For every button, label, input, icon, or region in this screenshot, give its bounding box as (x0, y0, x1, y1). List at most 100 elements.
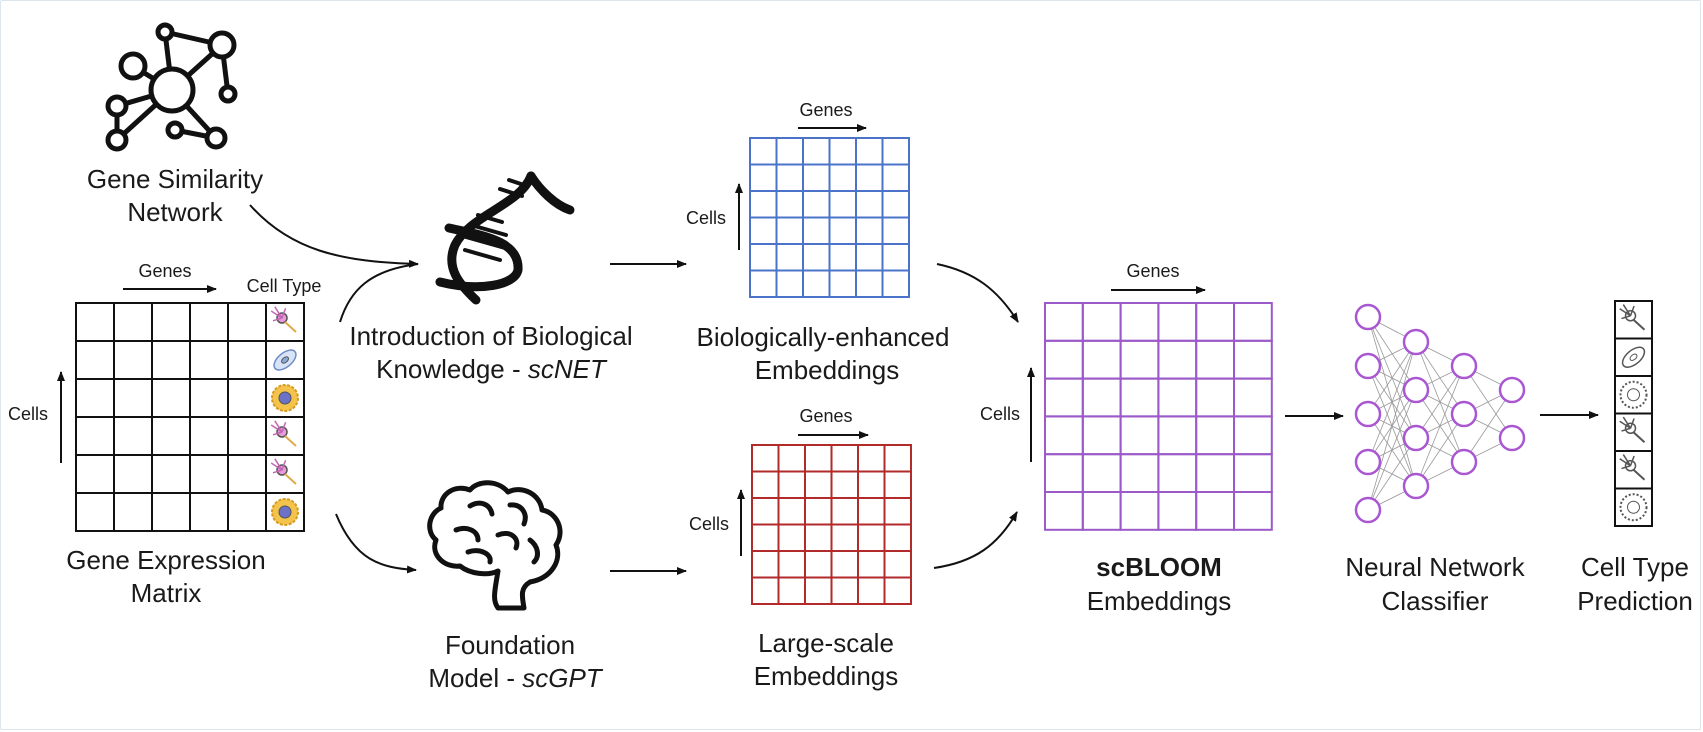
grid-cell (1233, 302, 1273, 342)
dendrite (1629, 418, 1635, 429)
grid-cell (775, 163, 804, 192)
grid-cell (857, 497, 886, 526)
grid-cell (113, 492, 153, 532)
arrow-matrix-to-scgpt (335, 513, 417, 574)
grid-cell (75, 454, 115, 494)
grid-cell (1233, 415, 1273, 456)
arrow-network-to-scnet (249, 204, 419, 268)
grid-cell (857, 576, 886, 605)
nn-node (1402, 424, 1430, 452)
grid-cell (881, 137, 910, 166)
dna-icon (435, 171, 575, 305)
brain-icon (427, 480, 563, 611)
bio-embeddings-genes-label: Genes (799, 100, 852, 120)
nn-node (1498, 376, 1526, 404)
grid-cell (1081, 302, 1122, 342)
grid-cell (1157, 377, 1198, 418)
grid-cell (1081, 453, 1122, 494)
grid-cell (883, 444, 912, 473)
scbloom-title-line2: Embeddings (1087, 586, 1232, 616)
grid-cell (775, 243, 804, 272)
grid-cell (830, 497, 859, 526)
dendrite (1619, 420, 1631, 429)
immune-nucleus (1627, 500, 1640, 514)
grid-cell (883, 523, 912, 552)
grid-cell (75, 378, 115, 418)
scgpt-title-line2: Model - scGPT (428, 663, 603, 693)
grid-cell (1157, 453, 1198, 494)
bio-embeddings-title-line1: Biologically-enhanced (697, 322, 950, 352)
grid-cell (830, 550, 859, 579)
large-embeddings-genes-label: Genes (799, 406, 852, 426)
dendrite (274, 306, 283, 319)
grid-cell (751, 576, 780, 605)
large-embeddings-title-line1: Large-scale (758, 628, 894, 658)
grid-cell (113, 416, 153, 456)
grid-cell (227, 416, 267, 456)
axon (284, 435, 297, 447)
scbloom-embeddings-grid (1044, 302, 1273, 531)
grid-cell (151, 340, 191, 380)
grid-cell (749, 137, 778, 166)
grid-cell (749, 243, 778, 272)
immune-nucleus (1627, 388, 1640, 402)
grid-cell (855, 163, 884, 192)
nn-node (1402, 472, 1430, 500)
grid-cell (828, 216, 857, 245)
grid-cell (857, 550, 886, 579)
grid-cell (1195, 491, 1235, 531)
grid-cell (855, 190, 884, 219)
grid-cell (189, 416, 229, 456)
scbloom-cells-label: Cells (980, 404, 1020, 424)
grid-cell (1119, 415, 1160, 456)
epithelial-cell-icon (273, 349, 297, 371)
nn-connection (1367, 437, 1417, 511)
grid-cell (1157, 415, 1198, 456)
grid-cell (113, 340, 153, 380)
grid-cell (804, 550, 833, 579)
grid-cell (1119, 302, 1160, 342)
grid-cell (1044, 377, 1084, 418)
dendrite (1629, 455, 1635, 467)
grid-cell (775, 216, 804, 245)
dendrite (272, 431, 283, 436)
grid-cell (830, 576, 859, 605)
cell-type-header: Cell Type (247, 276, 322, 296)
grid-cell (1044, 491, 1084, 531)
dendrite (270, 462, 283, 471)
grid-cell (855, 137, 884, 166)
dendrite (274, 458, 283, 471)
grid-cell (775, 137, 804, 166)
nn-connection (1367, 341, 1417, 415)
grid-cell (802, 163, 831, 192)
classifier-title-line2: Classifier (1382, 586, 1489, 616)
grid-cell (227, 454, 267, 494)
grid-cell (883, 550, 912, 579)
grid-cell (1195, 377, 1235, 418)
neuron-icon (270, 458, 297, 485)
grid-cell (857, 523, 886, 552)
grid-cell (802, 137, 831, 166)
grid-cell (775, 269, 804, 298)
bio-embeddings-title-line2: Embeddings (755, 355, 900, 385)
nn-connection (1415, 365, 1465, 487)
grid-cell (1081, 415, 1122, 456)
nn-node (1450, 448, 1478, 476)
dendrite (1621, 315, 1631, 320)
grid-cell (1195, 415, 1235, 456)
grid-cell (777, 470, 806, 499)
grid-cell (804, 470, 833, 499)
grid-cell (802, 216, 831, 245)
nn-node (1450, 400, 1478, 428)
grid-cell (1119, 453, 1160, 494)
gene-expression-title-line2: Matrix (131, 578, 202, 608)
dendrite (281, 421, 287, 433)
dendrite (1621, 465, 1631, 470)
bio-embeddings-cells-label: Cells (686, 208, 726, 228)
dendrite (274, 420, 283, 433)
grid-cell (1044, 453, 1084, 494)
grid-cell (881, 190, 910, 219)
grid-cell (857, 470, 886, 499)
grid-cell (1081, 377, 1122, 418)
